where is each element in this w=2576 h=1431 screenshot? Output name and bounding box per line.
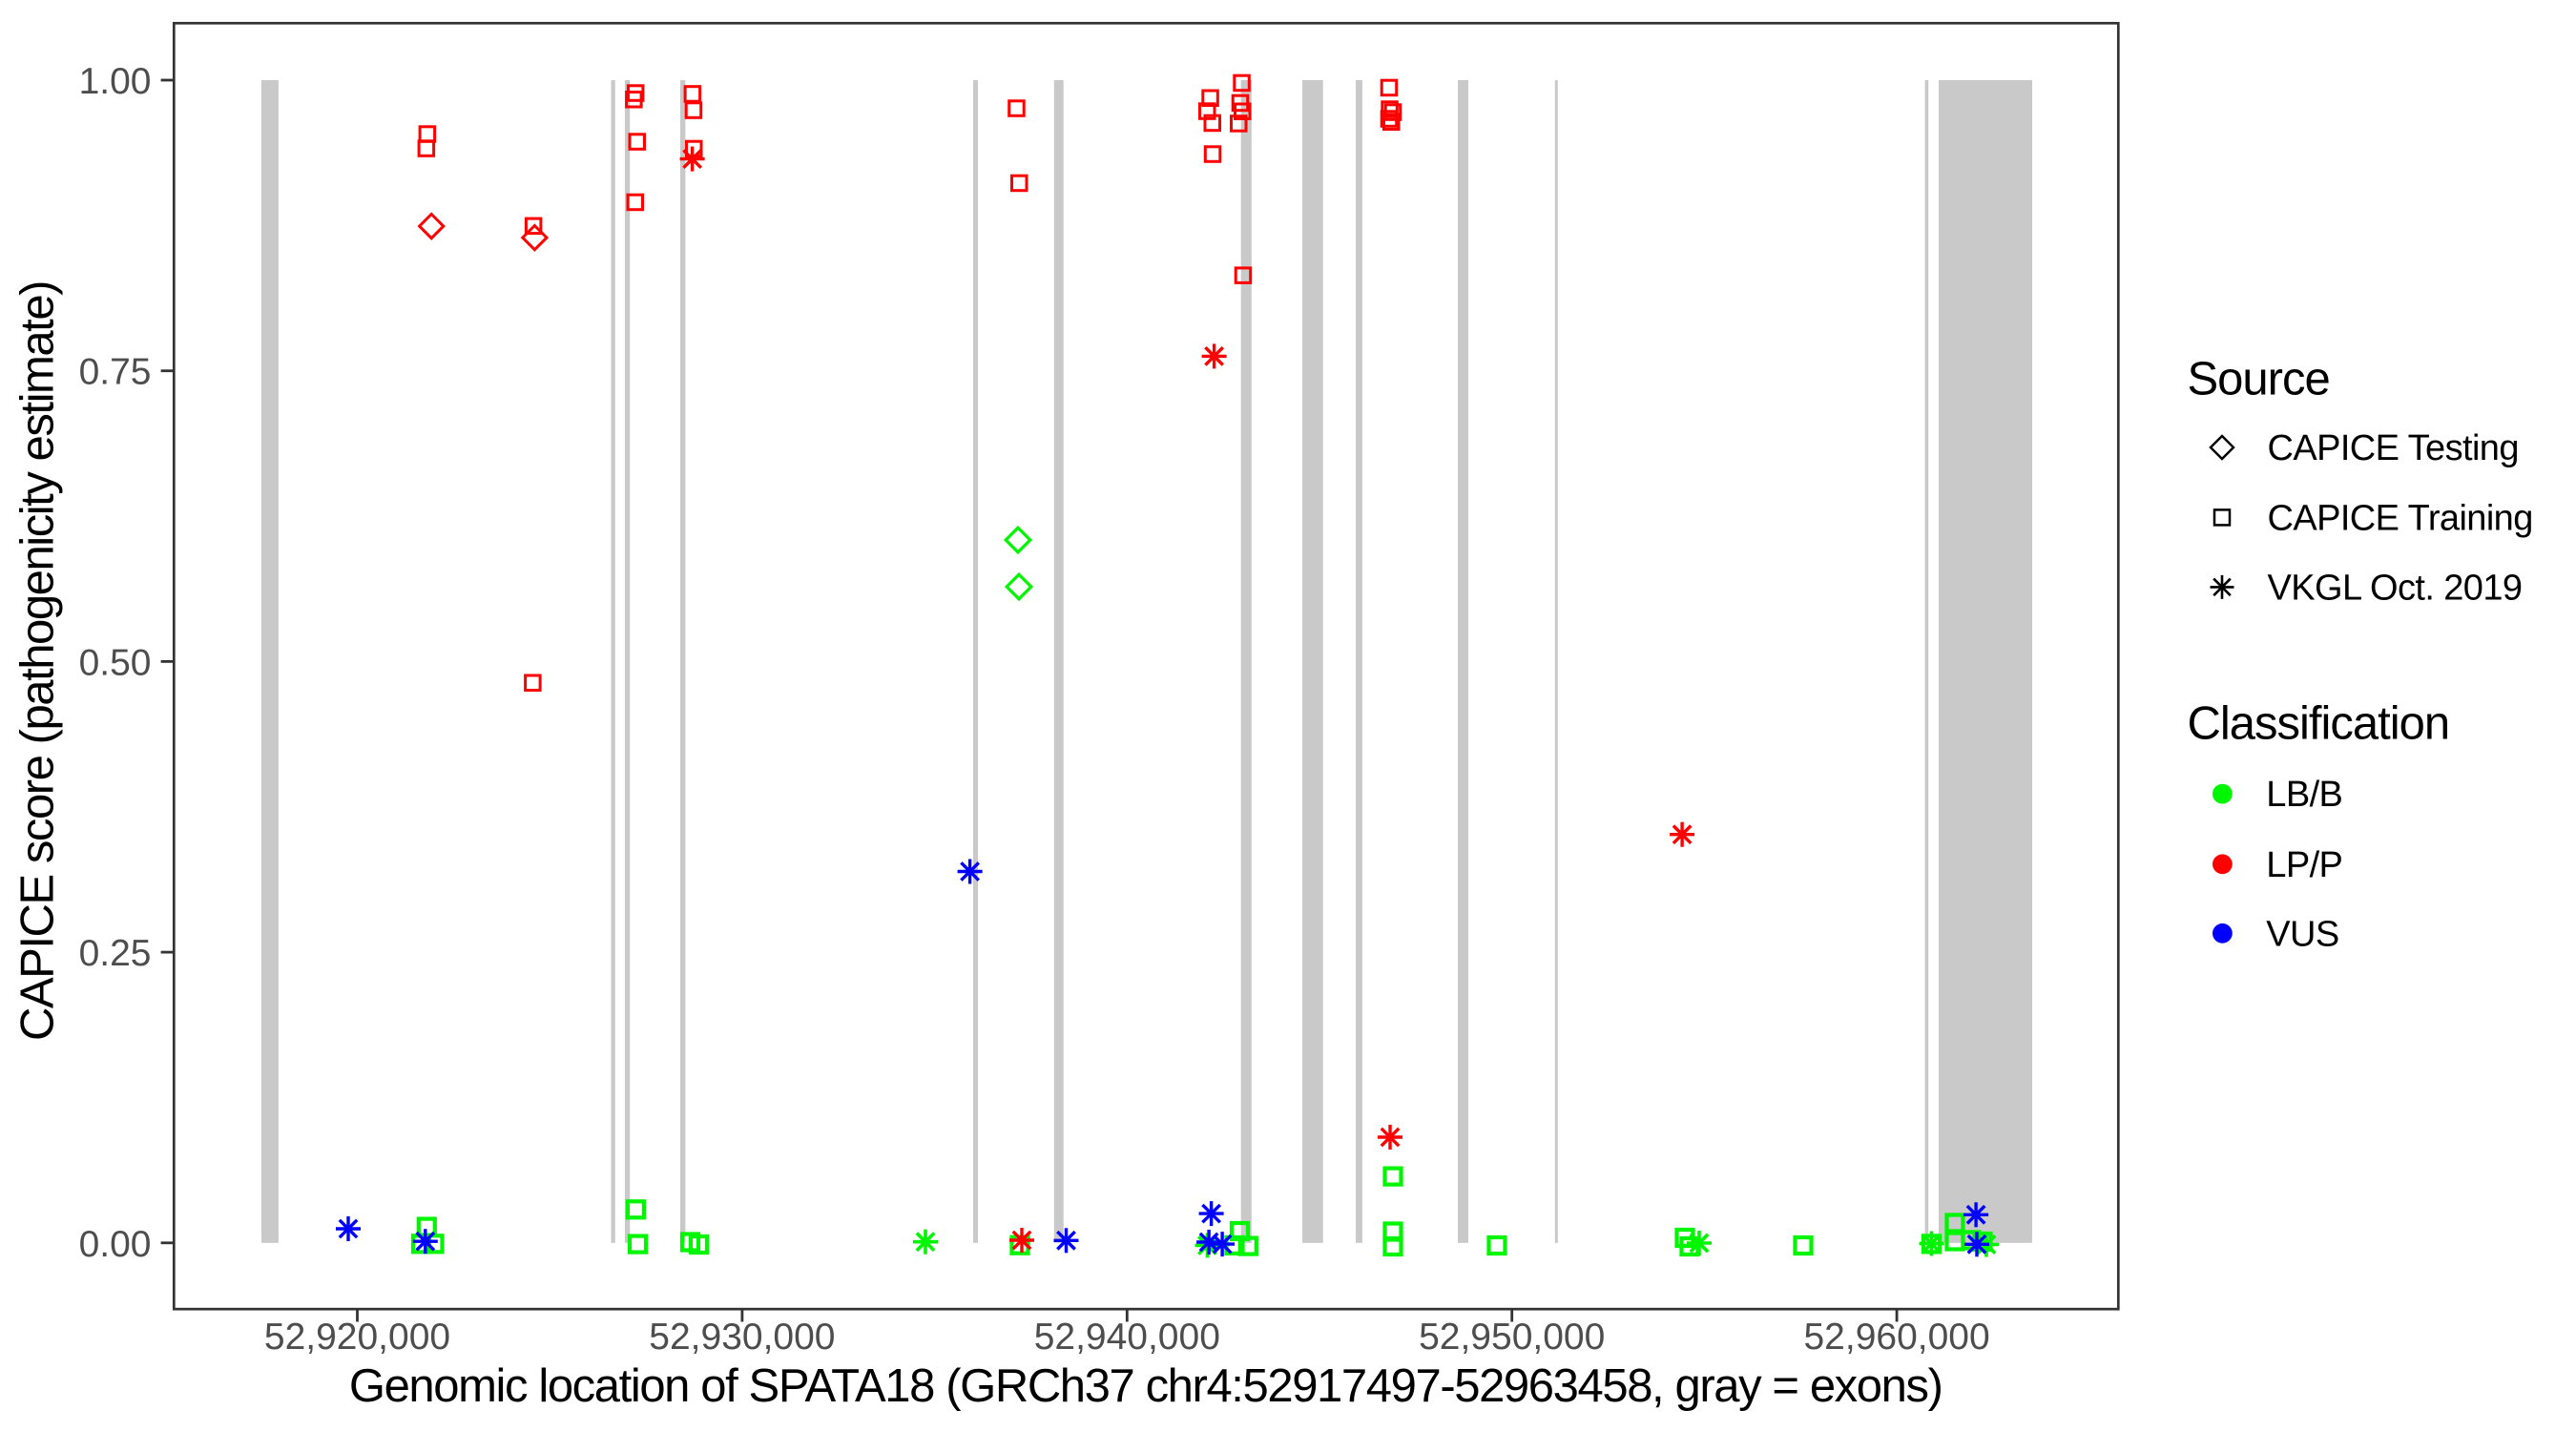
svg-text:52,950,000: 52,950,000 <box>1419 1317 1605 1358</box>
svg-text:CAPICE Testing: CAPICE Testing <box>2268 428 2519 468</box>
svg-text:0.00: 0.00 <box>79 1224 152 1265</box>
svg-text:Genomic location of SPATA18 (G: Genomic location of SPATA18 (GRCh37 chr4… <box>349 1360 1942 1412</box>
svg-text:52,930,000: 52,930,000 <box>649 1317 835 1358</box>
svg-text:CAPICE Training: CAPICE Training <box>2268 498 2533 538</box>
svg-text:52,920,000: 52,920,000 <box>264 1317 450 1358</box>
svg-text:Classification: Classification <box>2188 698 2450 750</box>
svg-text:LP/P: LP/P <box>2266 845 2342 885</box>
svg-text:52,960,000: 52,960,000 <box>1803 1317 1989 1358</box>
svg-text:0.50: 0.50 <box>79 642 152 683</box>
svg-text:Source: Source <box>2188 354 2330 405</box>
svg-text:CAPICE score (pathogenicity es: CAPICE score (pathogenicity estimate) <box>12 281 64 1041</box>
svg-text:52,940,000: 52,940,000 <box>1034 1317 1220 1358</box>
svg-text:VUS: VUS <box>2266 914 2338 954</box>
svg-text:0.75: 0.75 <box>79 352 152 393</box>
svg-text:0.25: 0.25 <box>79 933 152 974</box>
svg-text:VKGL Oct. 2019: VKGL Oct. 2019 <box>2268 568 2523 608</box>
svg-text:LB/B: LB/B <box>2266 775 2342 815</box>
svg-text:1.00: 1.00 <box>79 61 152 102</box>
